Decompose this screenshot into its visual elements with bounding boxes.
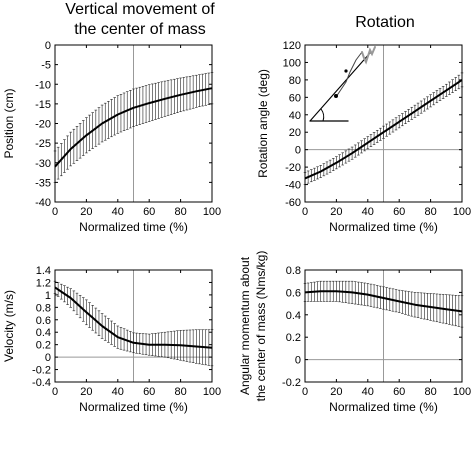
right-column-title: Rotation	[355, 14, 415, 31]
angular-momentum-chart: 0 20 40 60 80 100-0.200.20.40.60.8Normalized …	[238, 251, 471, 414]
y-tick-label: 20	[289, 127, 301, 139]
y-tick-label: -10	[35, 79, 51, 91]
position-mean-line	[54, 87, 213, 168]
x-axis-label: Normalized time (%)	[329, 220, 438, 234]
x-tick-label: 0	[52, 206, 58, 218]
x-tick-label: 100	[203, 206, 221, 218]
x-axis-label: Normalized time (%)	[79, 220, 188, 234]
y-tick-label: -5	[41, 60, 51, 72]
y-axis-label: Velocity (m/s)	[2, 290, 16, 362]
y-tick-label: 40	[289, 110, 301, 122]
y-tick-label: 1.4	[36, 265, 51, 277]
x-tick-label: 80	[424, 386, 436, 398]
x-tick-label: 0	[52, 386, 58, 398]
y-tick-label: -20	[35, 119, 51, 131]
inset-body-segment	[335, 51, 363, 98]
y-tick-label: 0.6	[286, 287, 301, 299]
plot-frame	[54, 269, 213, 383]
y-axis-label: Angular momentum about	[238, 256, 252, 395]
velocity-chart: 0 20 40 60 80 100-0.4-0.200.20.40.60.811.21.4…	[2, 265, 221, 414]
y-tick-label: -15	[35, 99, 51, 111]
x-axis-label: Normalized time (%)	[79, 400, 188, 414]
y-tick-label: 1.2	[36, 277, 51, 289]
y-tick-label: 100	[283, 57, 301, 69]
rotation-mean-line	[304, 79, 463, 180]
y-tick-label: 0.4	[286, 310, 301, 322]
plot-frame	[304, 269, 463, 383]
y-tick-label: 0	[45, 352, 51, 364]
x-tick-label: 100	[453, 386, 471, 398]
y-tick-label: -30	[35, 158, 51, 170]
y-tick-label: 0.2	[36, 340, 51, 352]
y-tick-label: 120	[283, 40, 301, 52]
y-tick-label: 60	[289, 92, 301, 104]
y-axis-label: the center of mass (Nms/kg)	[254, 251, 268, 402]
x-tick-label: 60	[393, 206, 405, 218]
y-tick-label: -0.4	[32, 377, 51, 389]
y-axis-label: Position (cm)	[2, 88, 16, 158]
y-tick-label: -40	[35, 197, 51, 209]
x-tick-label: 40	[112, 386, 124, 398]
inset-angle-arc	[320, 108, 325, 122]
y-tick-label: 0.8	[36, 302, 51, 314]
y-tick-label: -0.2	[282, 377, 301, 389]
rotation-inset-diagram	[309, 46, 376, 122]
x-tick-label: 60	[143, 386, 155, 398]
angular-momentum-mean-line	[304, 290, 463, 313]
plot-frame	[304, 44, 463, 203]
x-tick-label: 40	[362, 386, 374, 398]
y-tick-label: 0	[295, 145, 301, 157]
y-tick-label: 80	[289, 75, 301, 87]
x-tick-label: 20	[80, 386, 92, 398]
x-tick-label: 80	[174, 206, 186, 218]
position-chart: 0 20 40 60 80 100 -40 -35 -30 -25 -20 -15 -10 -5 0 Norm…	[2, 40, 221, 234]
x-tick-label: 40	[362, 206, 374, 218]
y-tick-label: 0.6	[36, 315, 51, 327]
x-axis-label: Normalized time (%)	[329, 400, 438, 414]
x-tick-label: 20	[330, 386, 342, 398]
y-tick-label: -0.2	[32, 365, 51, 377]
x-tick-label: 0	[302, 206, 308, 218]
y-tick-label: -40	[285, 180, 301, 192]
x-tick-label: 100	[203, 386, 221, 398]
y-tick-label: -20	[285, 162, 301, 174]
left-title-line-2: the center of mass	[74, 21, 206, 38]
y-tick-label: 0.8	[286, 265, 301, 277]
inset-reference-line	[309, 52, 371, 122]
y-tick-label: -35	[35, 177, 51, 189]
inset-center-of-mass-dot	[334, 94, 338, 98]
x-tick-label: 60	[393, 386, 405, 398]
inset-arm-segment	[361, 46, 376, 65]
y-axis-label: Rotation angle (deg)	[256, 69, 270, 178]
y-tick-label: 0.4	[36, 327, 51, 339]
x-tick-label: 20	[80, 206, 92, 218]
x-tick-label: 40	[112, 206, 124, 218]
rotation-chart: 0 20 40 60 80 100 -60 -40 -20 0 20 40 60 80 100 120 Norm…	[256, 40, 471, 234]
left-title-line-1: Vertical movement of	[65, 1, 215, 18]
x-tick-label: 0	[302, 386, 308, 398]
y-tick-label: 0.2	[286, 332, 301, 344]
inset-joint-dot	[344, 69, 348, 73]
left-column-title: Vertical movement of the center of mass	[40, 0, 240, 40]
y-tick-label: 0	[45, 40, 51, 52]
y-tick-label: -60	[285, 197, 301, 209]
x-tick-label: 80	[424, 206, 436, 218]
x-tick-label: 20	[330, 206, 342, 218]
y-tick-label: 0	[295, 355, 301, 367]
x-tick-label: 80	[174, 386, 186, 398]
y-tick-label: -25	[35, 138, 51, 150]
x-tick-label: 60	[143, 206, 155, 218]
velocity-mean-line	[54, 286, 213, 349]
y-tick-label: 1	[45, 290, 51, 302]
x-tick-label: 100	[453, 206, 471, 218]
